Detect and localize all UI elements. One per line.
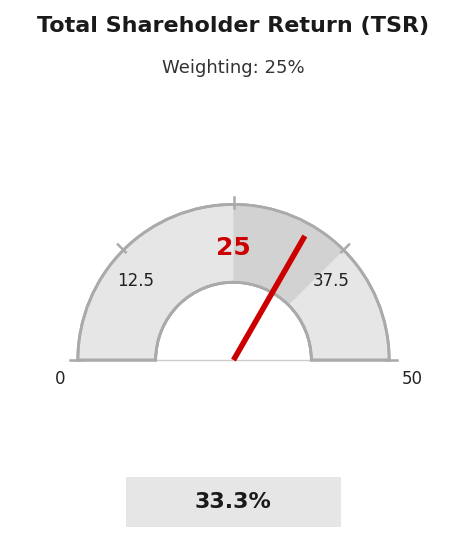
Text: 25: 25: [216, 236, 251, 260]
Wedge shape: [78, 205, 389, 360]
Text: Total Shareholder Return (TSR): Total Shareholder Return (TSR): [37, 16, 430, 36]
Text: 12.5: 12.5: [117, 272, 154, 290]
Text: 0: 0: [55, 370, 65, 388]
Text: 37.5: 37.5: [313, 272, 350, 290]
FancyBboxPatch shape: [126, 477, 341, 526]
Text: 50: 50: [402, 370, 423, 388]
Wedge shape: [234, 205, 344, 305]
Text: 33.3%: 33.3%: [195, 491, 272, 512]
Text: Weighting: 25%: Weighting: 25%: [162, 59, 305, 77]
